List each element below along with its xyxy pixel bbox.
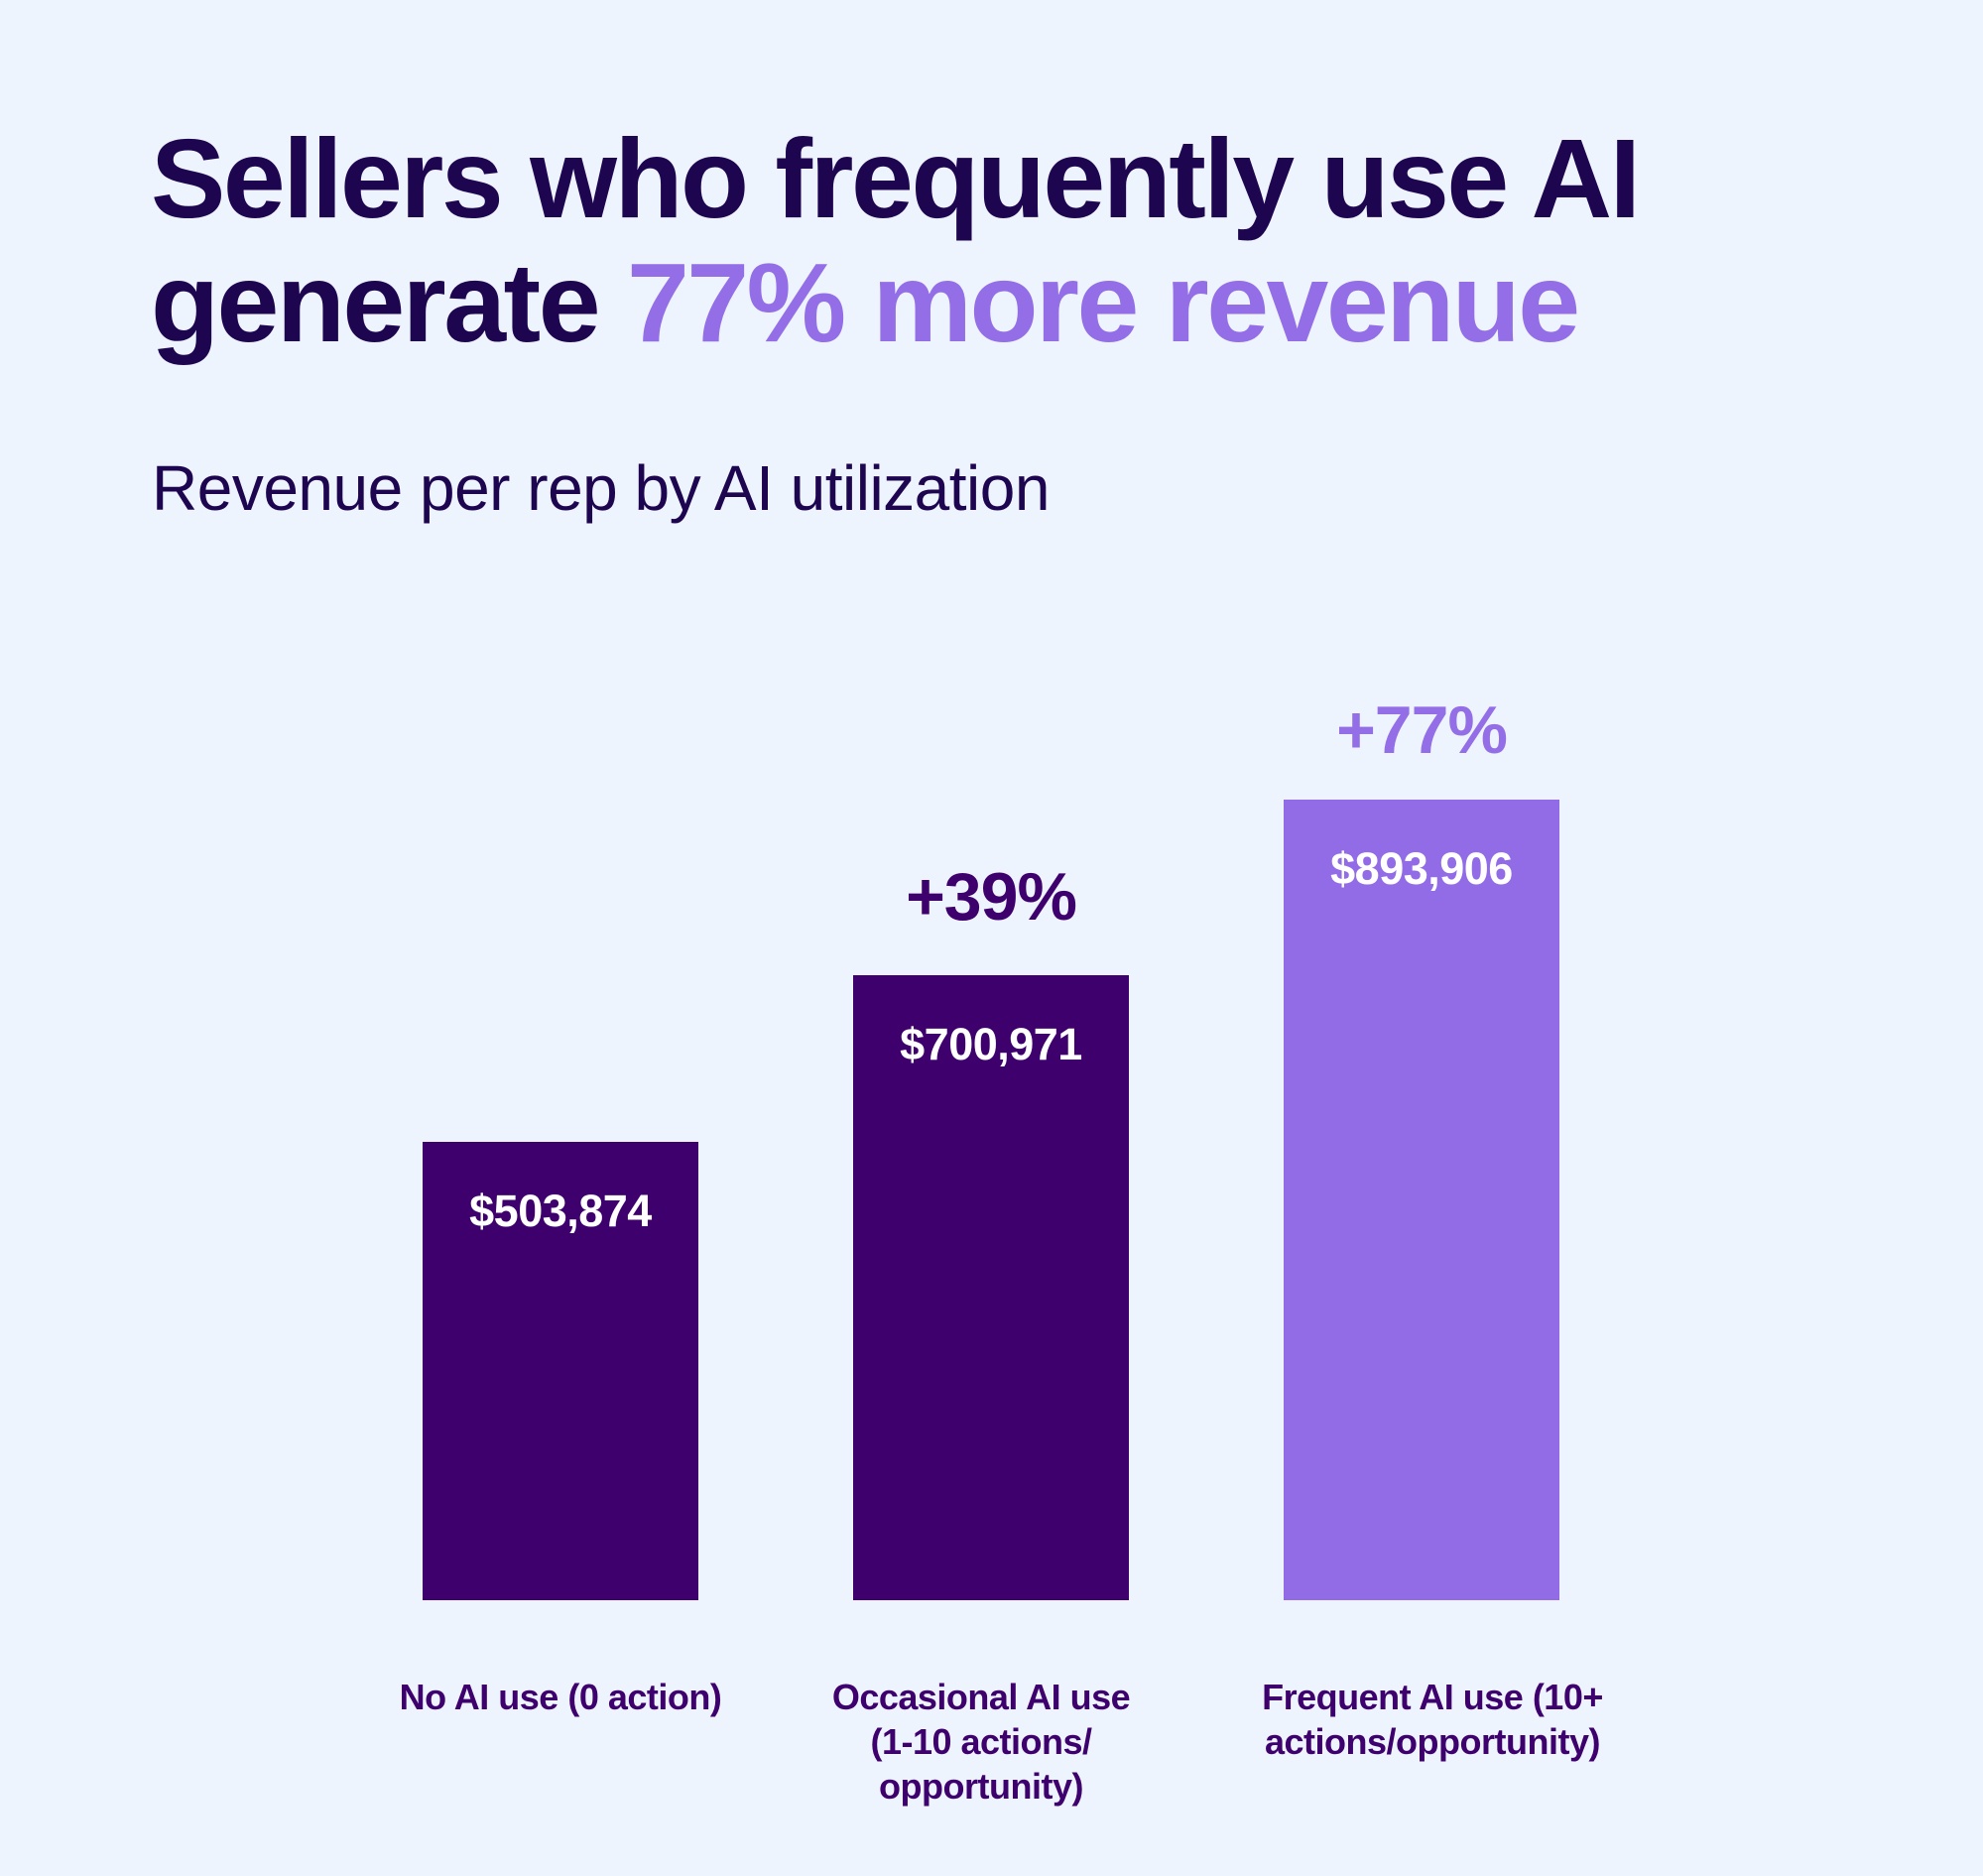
delta-occasional: +39%	[906, 859, 1077, 935]
label-line: Frequent AI use (10+	[1262, 1677, 1603, 1717]
chart-subtitle: Revenue per rep by AI utilization	[152, 452, 1050, 524]
category-label-occasional-ai: Occasional AI use (1-10 actions/ opportu…	[773, 1675, 1189, 1809]
label-line: (1-10 actions/	[870, 1721, 1092, 1762]
label-line: actions/opportunity)	[1265, 1721, 1600, 1762]
title-line-2: generate	[151, 240, 627, 365]
bar-occasional-ai: $700,971	[853, 975, 1129, 1600]
label-line: No AI use (0 action)	[399, 1677, 722, 1717]
bar-frequent-ai: $893,906	[1284, 800, 1559, 1600]
bar-no-ai: $503,874	[423, 1142, 698, 1600]
title-line-1: Sellers who frequently use AI	[151, 116, 1641, 241]
category-label-no-ai: No AI use (0 action)	[352, 1675, 769, 1719]
bar-value-label: $503,874	[469, 1186, 652, 1236]
title-accent: 77% more revenue	[626, 240, 1580, 365]
bar-value-label: $700,971	[900, 1019, 1082, 1069]
bar-value-label: $893,906	[1330, 843, 1513, 894]
category-label-frequent-ai: Frequent AI use (10+ actions/opportunity…	[1224, 1675, 1641, 1764]
delta-frequent: +77%	[1336, 692, 1508, 768]
chart-title: Sellers who frequently use AI generate 7…	[151, 116, 1641, 365]
label-line: opportunity)	[879, 1766, 1083, 1807]
label-line: Occasional AI use	[831, 1677, 1131, 1717]
